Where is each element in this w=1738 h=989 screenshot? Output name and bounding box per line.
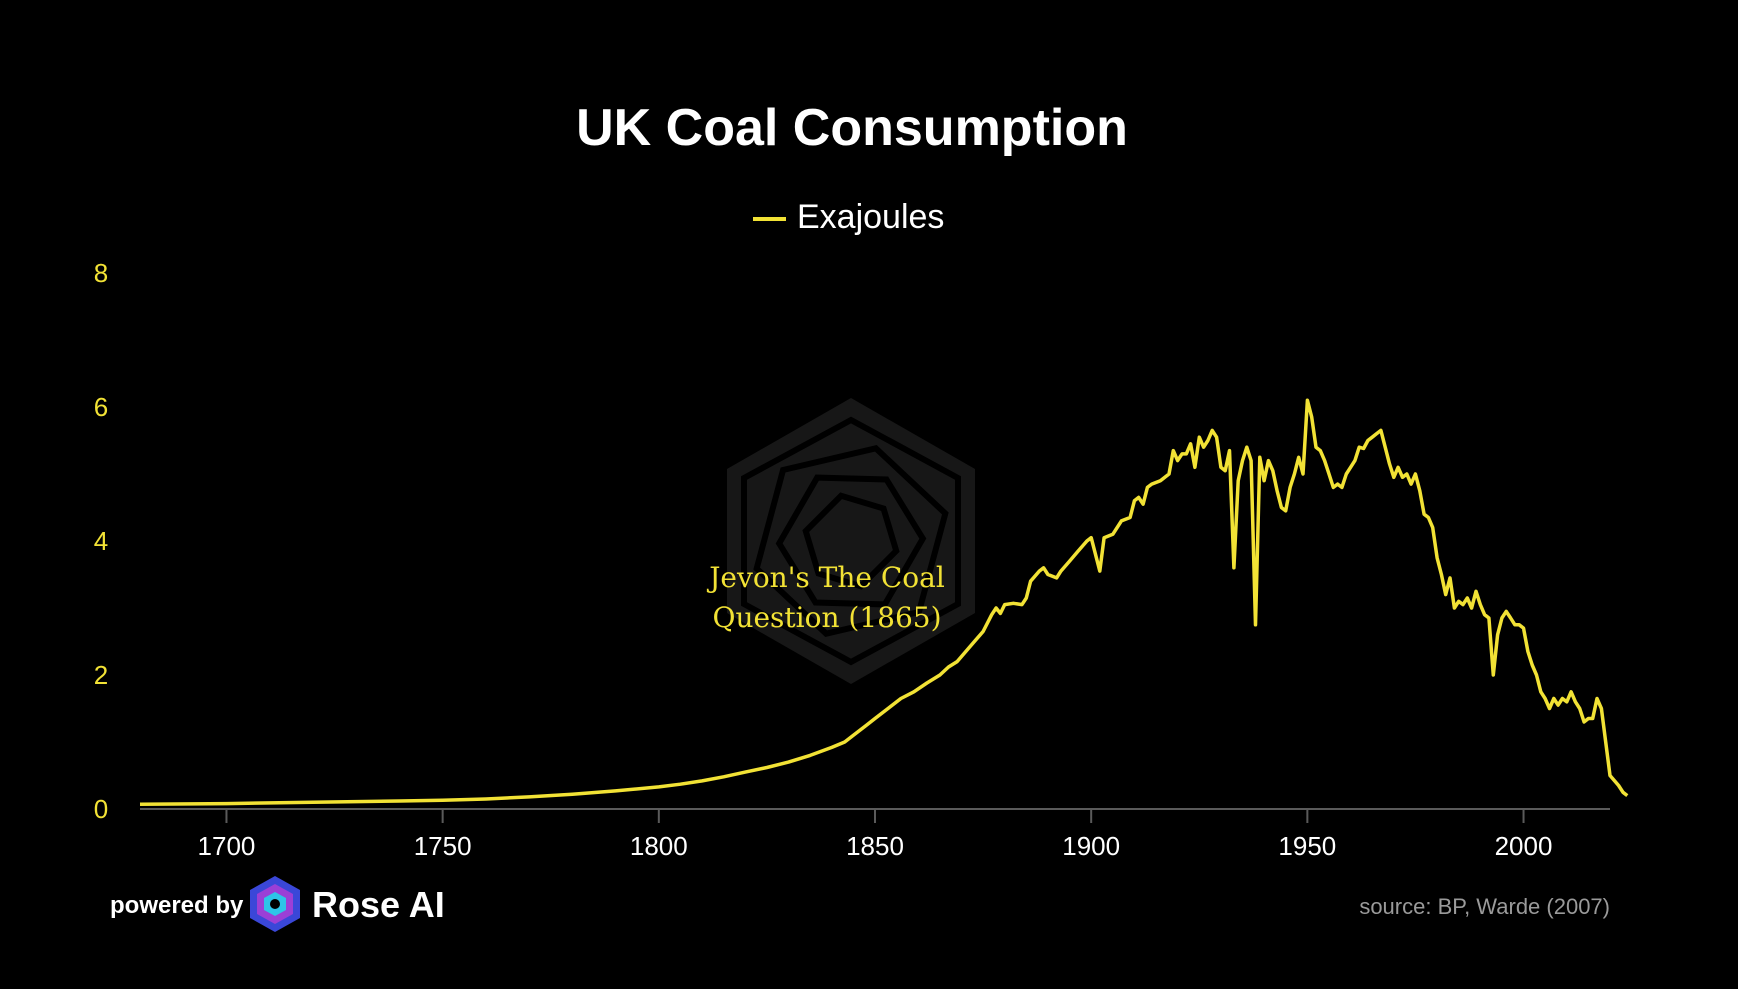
annotation-jevons: Jevon's The Coal Question (1865) <box>706 561 945 634</box>
chart-title: UK Coal Consumption <box>576 99 1128 157</box>
y-tick-label: 0 <box>94 794 108 824</box>
annotations: Jevon's The Coal Question (1865) <box>706 561 945 634</box>
powered-by-label: powered by <box>110 892 244 919</box>
x-tick-label: 1700 <box>198 831 256 861</box>
y-tick-label: 8 <box>94 258 108 288</box>
brand-name: Rose AI <box>312 884 445 925</box>
rose-ai-logo-icon <box>250 876 300 932</box>
legend-label: Exajoules <box>797 198 944 236</box>
x-axis: 1700 1750 1800 1850 1900 1950 2000 <box>140 808 1610 861</box>
y-tick-label: 4 <box>94 526 108 556</box>
x-tick-label: 1900 <box>1062 831 1120 861</box>
series-line-exajoules <box>139 398 1629 807</box>
y-tick-label: 6 <box>94 392 108 422</box>
rose-ai-watermark-icon <box>727 398 975 684</box>
x-tick-label: 1950 <box>1278 831 1336 861</box>
y-axis: 0 2 4 6 8 <box>94 258 108 824</box>
powered-by: powered by Rose AI <box>110 876 445 932</box>
x-tick-label: 1750 <box>414 831 472 861</box>
x-tick-label: 2000 <box>1495 831 1553 861</box>
source-note: source: BP, Warde (2007) <box>1359 894 1610 919</box>
x-tick-label: 1850 <box>846 831 904 861</box>
plot-area <box>139 398 1629 807</box>
legend: Exajoules <box>753 198 944 236</box>
x-tick-label: 1800 <box>630 831 688 861</box>
y-tick-label: 2 <box>94 660 108 690</box>
